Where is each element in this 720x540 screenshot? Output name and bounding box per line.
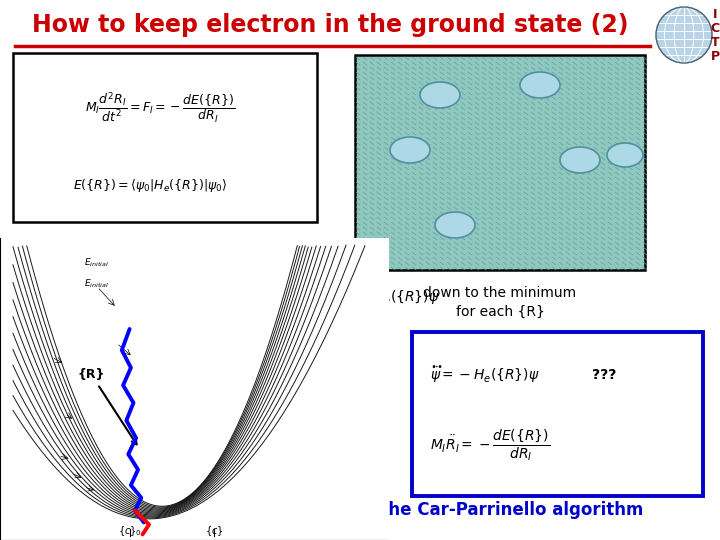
Ellipse shape <box>420 82 460 108</box>
Text: T: T <box>711 37 719 50</box>
Text: I: I <box>713 9 717 22</box>
Ellipse shape <box>560 147 600 173</box>
Text: ???: ??? <box>592 368 616 382</box>
Text: $E_{initial}$: $E_{initial}$ <box>84 278 109 291</box>
Text: $M_I \dfrac{d^2 R_I}{dt^2} = F_I = -\dfrac{dE(\{R\})}{dR_I}$: $M_I \dfrac{d^2 R_I}{dt^2} = F_I = -\dfr… <box>85 91 235 125</box>
Text: $\bullet$: $\bullet$ <box>300 285 306 295</box>
Text: How to keep electron in the ground state (2): How to keep electron in the ground state… <box>32 13 629 37</box>
Text: P: P <box>711 51 719 64</box>
Ellipse shape <box>607 143 643 167</box>
Text: $E_{initial}$: $E_{initial}$ <box>84 256 109 269</box>
Ellipse shape <box>390 137 430 163</box>
Text: $\ddot{\psi} = -H_e(\{R\})\psi$: $\ddot{\psi} = -H_e(\{R\})\psi$ <box>430 365 539 385</box>
FancyBboxPatch shape <box>412 332 703 496</box>
Text: down to the minimum: down to the minimum <box>423 286 577 300</box>
Bar <box>355 55 645 270</box>
Circle shape <box>656 7 712 63</box>
FancyBboxPatch shape <box>13 53 317 222</box>
Text: for each {R}: for each {R} <box>456 305 544 319</box>
Ellipse shape <box>435 212 475 238</box>
Text: $\{c\}$: $\{c\}$ <box>204 524 223 538</box>
Text: $\dot{\psi} = -H_e(\{R\})\psi$: $\dot{\psi} = -H_e(\{R\})\psi$ <box>330 287 439 307</box>
Text: $\{c\}_0$: $\{c\}_0$ <box>117 524 142 538</box>
Text: C: C <box>711 23 719 36</box>
Text: $M_I \ddot{R}_I = -\dfrac{dE(\{R\})}{dR_I}$: $M_I \ddot{R}_I = -\dfrac{dE(\{R\})}{dR_… <box>430 427 550 463</box>
Text: $E(\{R\}) = \langle \psi_0 | H_e(\{R\}) | \psi_0 \rangle$: $E(\{R\}) = \langle \psi_0 | H_e(\{R\}) … <box>73 177 228 193</box>
Ellipse shape <box>520 72 560 98</box>
Text: The Car-Parrinello algorithm: The Car-Parrinello algorithm <box>377 501 643 519</box>
Text: {R}: {R} <box>78 368 137 444</box>
Text: $\bullet\!\bullet$: $\bullet\!\bullet$ <box>430 360 443 370</box>
